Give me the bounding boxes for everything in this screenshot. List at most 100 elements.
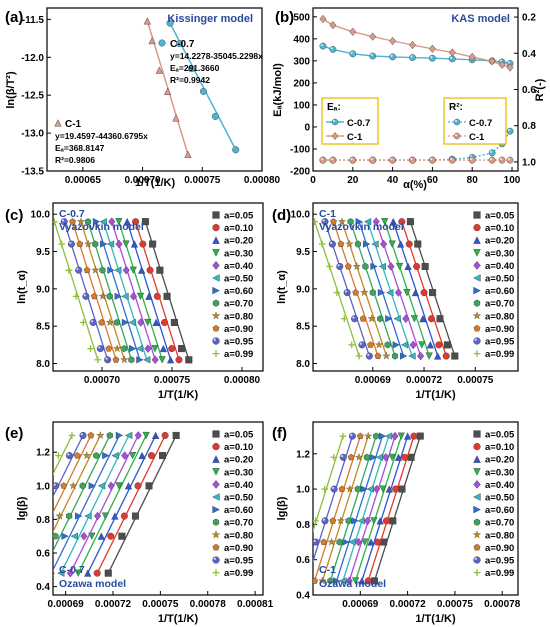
data-point — [87, 431, 95, 439]
marker-circle — [413, 262, 421, 270]
legend-label: a=0.05 — [485, 211, 515, 222]
marker-hexagon — [391, 352, 399, 360]
marker-triangle-left — [357, 517, 365, 525]
data-point — [320, 538, 328, 545]
data-point — [106, 240, 115, 248]
data-point — [397, 432, 405, 440]
marker-star — [382, 351, 391, 360]
legend-label: C-1 — [469, 132, 485, 143]
data-point — [155, 66, 163, 74]
x-tick-label: 0.00081 — [237, 599, 274, 610]
data-point — [339, 577, 347, 585]
plot-frame — [312, 202, 519, 372]
data-point — [349, 50, 357, 58]
data-point — [404, 262, 412, 270]
marker-triangle-left — [84, 512, 92, 520]
legend-marker — [212, 556, 220, 564]
data-point — [413, 262, 421, 270]
legend-marker — [473, 261, 481, 270]
data-point — [132, 218, 140, 226]
marker-triangle-left — [473, 493, 481, 501]
marker-sphere — [212, 556, 220, 564]
marker-circle — [435, 341, 443, 349]
data-point — [134, 431, 142, 440]
marker-triangle-up — [473, 236, 481, 244]
marker-triangle-up — [385, 485, 393, 493]
x-tick-label: 0.00078 — [484, 599, 521, 610]
data-point — [139, 240, 147, 248]
marker-triangle-down — [351, 577, 360, 585]
data-point — [83, 266, 91, 274]
marker-triangle-up — [152, 318, 160, 326]
plot-frame — [312, 421, 519, 596]
marker-triangle-up — [358, 577, 366, 585]
marker-triangle-down — [381, 218, 389, 226]
marker-circle — [427, 315, 435, 323]
fit-line — [314, 221, 360, 357]
legend-label: a=0.60 — [485, 286, 514, 297]
legend-label: a=0.70 — [224, 518, 253, 529]
marker-hexagon — [369, 289, 376, 297]
data-point — [125, 431, 133, 440]
data-point — [361, 538, 369, 546]
marker-triangle-left — [57, 569, 65, 577]
data-point — [448, 156, 456, 164]
marker-diamond — [137, 318, 145, 327]
data-point — [403, 432, 412, 440]
data-point — [137, 318, 145, 327]
marker-highlight — [499, 157, 503, 161]
legend: a=0.05a=0.10a=0.20a=0.30a=0.40a=0.50a=0.… — [211, 211, 254, 360]
legend-marker — [212, 249, 220, 257]
marker-triangle-down — [88, 532, 96, 540]
data-point — [130, 240, 139, 248]
marker-triangle-down — [142, 431, 150, 440]
data-point — [80, 531, 88, 541]
marker-triangle-up — [152, 431, 160, 439]
data-point — [232, 146, 240, 154]
data-point — [91, 265, 100, 274]
panel-d: 0.00069 0.00072 0.00075 8.0 8.5 9.0 9.5 10.0 — [291, 202, 519, 386]
marker-triangle-left — [393, 315, 401, 323]
marker-diamond — [402, 314, 410, 324]
marker-triangle-down — [418, 341, 426, 349]
marker-diamond — [319, 14, 327, 24]
data-point — [131, 512, 139, 520]
marker-highlight — [507, 61, 511, 64]
y-tick-label: -200 — [290, 167, 310, 178]
data-point — [153, 292, 161, 300]
marker-star — [327, 537, 336, 546]
marker-hexagon — [53, 532, 59, 540]
data-point — [348, 432, 356, 440]
marker-triangle-down — [151, 345, 159, 353]
marker-triangle-right — [212, 505, 220, 514]
data-point — [79, 431, 87, 439]
marker-circle — [473, 443, 481, 451]
data-point — [123, 217, 131, 226]
marker-triangle-down — [212, 249, 220, 257]
marker-square — [185, 356, 193, 364]
marker-circle — [442, 352, 450, 360]
data-point — [351, 315, 359, 323]
marker-star — [472, 311, 482, 320]
marker-triangle-up — [389, 217, 397, 226]
data-point — [354, 485, 361, 493]
data-point — [303, 578, 310, 585]
fit-line — [348, 435, 396, 582]
marker-diamond — [144, 344, 152, 353]
marker-diamond — [387, 262, 395, 271]
data-point — [378, 262, 386, 271]
legend-marker — [472, 530, 482, 539]
marker-pentagon — [212, 543, 220, 551]
marker-triangle-up — [434, 352, 442, 360]
marker-triangle-left — [111, 451, 119, 460]
legend-marker — [212, 443, 220, 451]
marker-star — [211, 311, 221, 320]
y-tick-label: 9.5 — [296, 247, 310, 258]
data-point — [57, 569, 65, 577]
marker-pentagon — [356, 432, 364, 439]
legend-marker — [212, 350, 220, 357]
panel-label: (b) — [275, 9, 294, 26]
marker-highlight — [350, 157, 353, 161]
legend-marker — [473, 324, 481, 332]
y2-tick-label: 0.4 — [522, 49, 536, 60]
